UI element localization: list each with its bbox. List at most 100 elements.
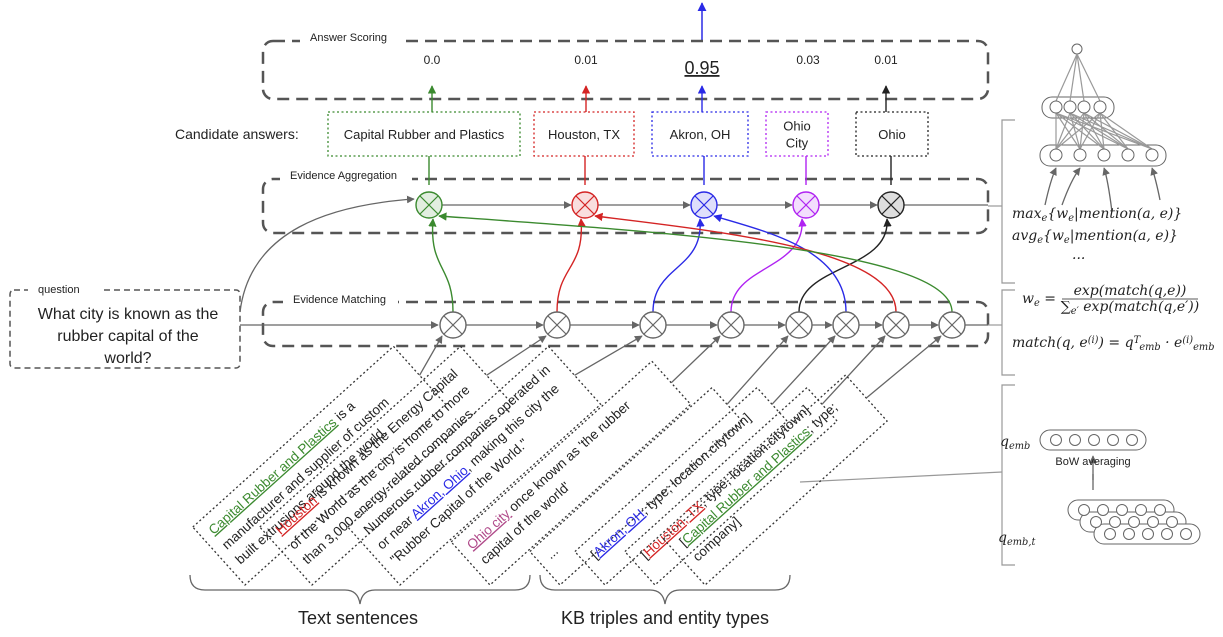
text-segment: e [1064, 235, 1070, 246]
neuron [1090, 516, 1102, 528]
arrow [574, 335, 643, 376]
group-label: Text sentences [298, 608, 418, 628]
node-cross [547, 315, 567, 335]
answer-scoring-box [261, 39, 990, 101]
edge [1069, 112, 1105, 150]
arrow [418, 335, 443, 376]
arrow [1102, 167, 1113, 213]
text-segment: · e [1161, 335, 1183, 351]
node-cross [881, 195, 901, 215]
node-cross [942, 315, 962, 335]
label-bg [28, 282, 102, 296]
text-segment: emb [1139, 342, 1160, 353]
text-segment: avg [1012, 228, 1037, 244]
neuron [1097, 504, 1109, 516]
text-segment: |mention(a, e)} [1074, 206, 1182, 222]
text-segment: (i) [1088, 335, 1099, 346]
candidate-answer: Houston, TX [548, 127, 620, 142]
label-bg [283, 292, 398, 306]
evidence-link [594, 212, 897, 313]
arrow [1061, 167, 1081, 206]
edge [1099, 112, 1153, 150]
candidate-box [533, 111, 635, 157]
neuron [1109, 516, 1121, 528]
evidence-box: [Capital Rubber and Plastics; type;compa… [662, 374, 888, 586]
edge [1076, 53, 1101, 102]
brace [189, 574, 531, 605]
score: 0.0 [424, 53, 441, 67]
neuron [1180, 528, 1192, 540]
text-segment: e [1042, 213, 1048, 224]
edge [1079, 112, 1101, 150]
node-cross [694, 195, 714, 215]
neuron [1123, 528, 1135, 540]
text-segment: ∑ [1061, 299, 1071, 315]
layer [1039, 429, 1147, 451]
formula: match(q, e(i)) = qTemb · e(i)emb [1012, 335, 1214, 353]
connector [799, 471, 1003, 483]
neuron [1073, 148, 1087, 162]
candidate-answer: Ohio [878, 127, 905, 142]
text-segment: e′ [1071, 306, 1080, 317]
neuron [1154, 504, 1166, 516]
evidence-line: [Capital Rubber and Plastics; type; [676, 400, 840, 550]
text-segment: w [1022, 291, 1034, 307]
node-cross [643, 315, 663, 335]
arrow [1044, 167, 1057, 206]
evidence-matching-box [261, 300, 990, 348]
edge [1083, 112, 1105, 150]
question-box [9, 289, 241, 369]
score: 0.01 [874, 53, 898, 67]
answer-scoring-label: Answer Scoring [310, 32, 387, 44]
edge [1055, 112, 1105, 150]
question-line: rubber capital of the [57, 328, 199, 345]
edge [1069, 53, 1078, 102]
bow-icon [1039, 429, 1201, 545]
evidence-box: [Houston, TX; type; location.citytown] [623, 386, 838, 586]
text-segment: BoW averaging [1055, 456, 1130, 468]
arrow [865, 335, 942, 399]
evidence-link [730, 218, 807, 313]
text-segment: |mention(a, e)} [1070, 228, 1178, 244]
arrow [486, 335, 547, 376]
neuron [1071, 43, 1083, 55]
arrow [1150, 167, 1161, 201]
node-cross [796, 195, 816, 215]
text-segment: {w [1047, 206, 1068, 222]
neuron [1104, 528, 1116, 540]
score: 0.01 [574, 53, 598, 67]
evidence-link [428, 218, 454, 313]
neuron [1116, 504, 1128, 516]
text-segment: exp(match(q,e′)) [1079, 299, 1199, 315]
text-segment: match(q, e [1012, 335, 1088, 351]
node-cross [721, 315, 741, 335]
edge [1055, 112, 1071, 150]
text-segment: q [1000, 434, 1009, 450]
evidence-link [798, 218, 892, 313]
formula: qemb [1000, 434, 1030, 452]
label-bg [300, 30, 405, 44]
neuron [1147, 516, 1159, 528]
evidence-border [346, 345, 602, 586]
node-cross [789, 315, 809, 335]
evidence-matching-label: Evidence Matching [293, 294, 386, 306]
neuron [1077, 100, 1091, 114]
formula: BoW averaging [1055, 456, 1130, 468]
text-segment: emb [1009, 441, 1030, 452]
text-segment: e [1068, 213, 1074, 224]
text-segment: e [1034, 298, 1040, 309]
label-bg [280, 168, 412, 182]
bracket [1001, 384, 1015, 566]
candidate-answer: Akron, OH [670, 127, 731, 142]
neuron [1128, 516, 1140, 528]
text-segment: ... [1072, 247, 1085, 263]
node-cross [575, 195, 595, 215]
formula: exp(match(q,e)) [1074, 283, 1187, 299]
neuron [1161, 528, 1173, 540]
text-segment: T [1134, 335, 1142, 346]
neuron [1049, 100, 1063, 114]
neuron [1142, 528, 1154, 540]
edge [1055, 112, 1101, 150]
neuron [1049, 148, 1063, 162]
candidate-answer: Capital Rubber and Plastics [344, 127, 505, 142]
